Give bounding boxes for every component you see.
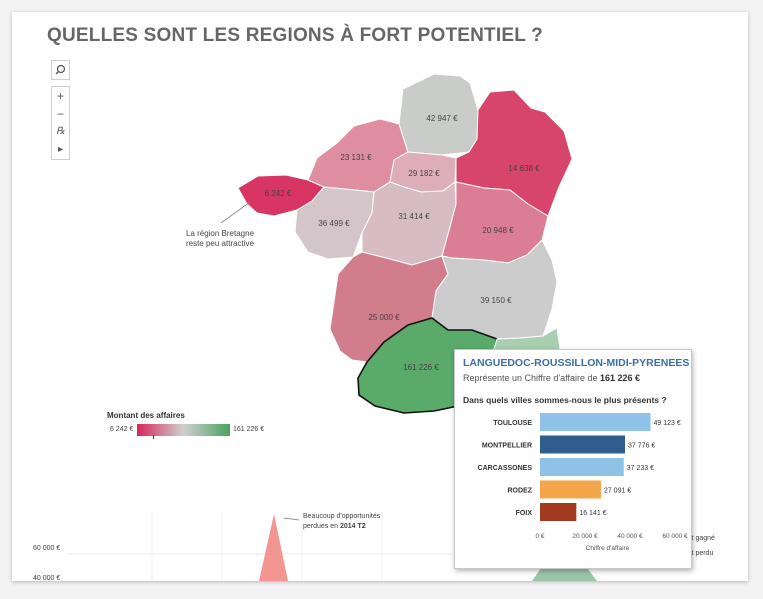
region-label-languedoc: 161 226 €: [403, 363, 439, 372]
region-label-bretagne: 6 242 €: [265, 189, 292, 198]
annotation-line2: perdues en 2014 T2: [303, 523, 366, 530]
region-auvergne[interactable]: [431, 239, 558, 340]
bar-value-rodez: 27 091 €: [604, 488, 631, 495]
bar-value-toulouse: 49 123 €: [654, 420, 681, 427]
city-label-montpellier: MONTPELLIER: [482, 443, 532, 450]
tooltip-subtitle: Représente un Chiffre d'affaire de 161 2…: [463, 373, 640, 383]
clear-filter-button[interactable]: ℞: [56, 126, 65, 137]
bar-rodez[interactable]: [540, 480, 601, 499]
bar-montpellier[interactable]: [540, 435, 625, 454]
region-label-bourgogne: 20 948 €: [482, 226, 514, 235]
bar-value-montpellier: 37 776 €: [628, 443, 655, 450]
city-label-rodez: RODEZ: [508, 488, 533, 495]
x-tick-40000: 40 000 €: [617, 533, 643, 540]
region-label-auvergne: 39 150 €: [480, 296, 512, 305]
tooltip-subtitle-text: Représente un Chiffre d'affaire de: [463, 373, 600, 383]
region-centre[interactable]: [361, 181, 457, 266]
region-label-nord: 42 947 €: [426, 114, 458, 123]
dashboard-card: QUELLES SONT LES REGIONS À FORT POTENTIE…: [12, 12, 748, 581]
region-label-idf: 29 182 €: [408, 169, 440, 178]
legend-marker: [153, 435, 154, 439]
legend-color-scale: [137, 424, 230, 436]
legend-title: Montant des affaires: [107, 411, 185, 420]
region-label-centre: 31 414 €: [398, 212, 430, 221]
play-button[interactable]: ▸: [57, 144, 64, 155]
region-nord[interactable]: [398, 73, 479, 156]
map-controls: + − ℞ ▸: [51, 86, 70, 160]
region-label-aquitaine: 25 000 €: [368, 313, 400, 322]
legend-max-value: 161 226 €: [233, 426, 265, 433]
bar-foix[interactable]: [540, 503, 577, 521]
region-label-normandie: 23 131 €: [340, 153, 372, 162]
tooltip-question: Dans quels villes sommes-nous le plus pr…: [463, 395, 667, 405]
y-axis-tick-60000: 60 000 €: [33, 545, 60, 552]
city-label-foix: FOIX: [516, 510, 533, 517]
region-label-alsace: 14 638 €: [508, 164, 540, 173]
region-label-pays-loire: 36 499 €: [318, 219, 350, 228]
zoom-out-button[interactable]: −: [56, 107, 64, 121]
annotation-line1: Beaucoup d'opportunités: [303, 513, 381, 520]
bar-value-carcassones: 37 233 €: [627, 465, 654, 472]
search-icon: [55, 64, 66, 75]
x-tick-0: 0 €: [535, 533, 544, 540]
search-button[interactable]: [51, 60, 70, 80]
bar-toulouse[interactable]: [540, 413, 651, 431]
x-tick-60000: 60 000 €: [662, 533, 688, 540]
legend-min-value: 6 242 €: [110, 426, 134, 433]
tooltip-title: LANGUEDOC-ROUSSILLON-MIDI-PYRENEES: [463, 357, 690, 369]
y-axis-tick-partial: 40 000 €: [33, 575, 60, 581]
annotation-bretagne-line2: reste peu attractive: [186, 239, 255, 248]
x-tick-20000: 20 000 €: [572, 533, 598, 540]
bar-carcassones[interactable]: [540, 458, 624, 476]
cities-bar-chart: TOULOUSE 49 123 € MONTPELLIER 37 776 € CARCA…: [478, 413, 688, 552]
legend-won: it gagné: [690, 535, 715, 542]
tooltip-subtitle-value: 161 226 €: [599, 373, 641, 383]
annotation-bretagne-line1: La région Bretagne: [186, 229, 255, 238]
zoom-in-button[interactable]: +: [56, 89, 64, 103]
city-label-toulouse: TOULOUSE: [493, 420, 532, 427]
annotation-pointer: [220, 201, 251, 224]
region-tooltip: LANGUEDOC-ROUSSILLON-MIDI-PYRENEES Repré…: [454, 349, 692, 569]
lost-peak-area: [259, 514, 288, 581]
page-title: QUELLES SONT LES REGIONS À FORT POTENTIE…: [47, 25, 543, 46]
x-axis-label: Chiffre d'affaire: [586, 545, 630, 552]
bar-value-foix: 16 141 €: [579, 510, 606, 517]
city-label-carcassones: CARCASSONES: [478, 465, 533, 472]
legend-lost: it perdu: [690, 550, 713, 557]
